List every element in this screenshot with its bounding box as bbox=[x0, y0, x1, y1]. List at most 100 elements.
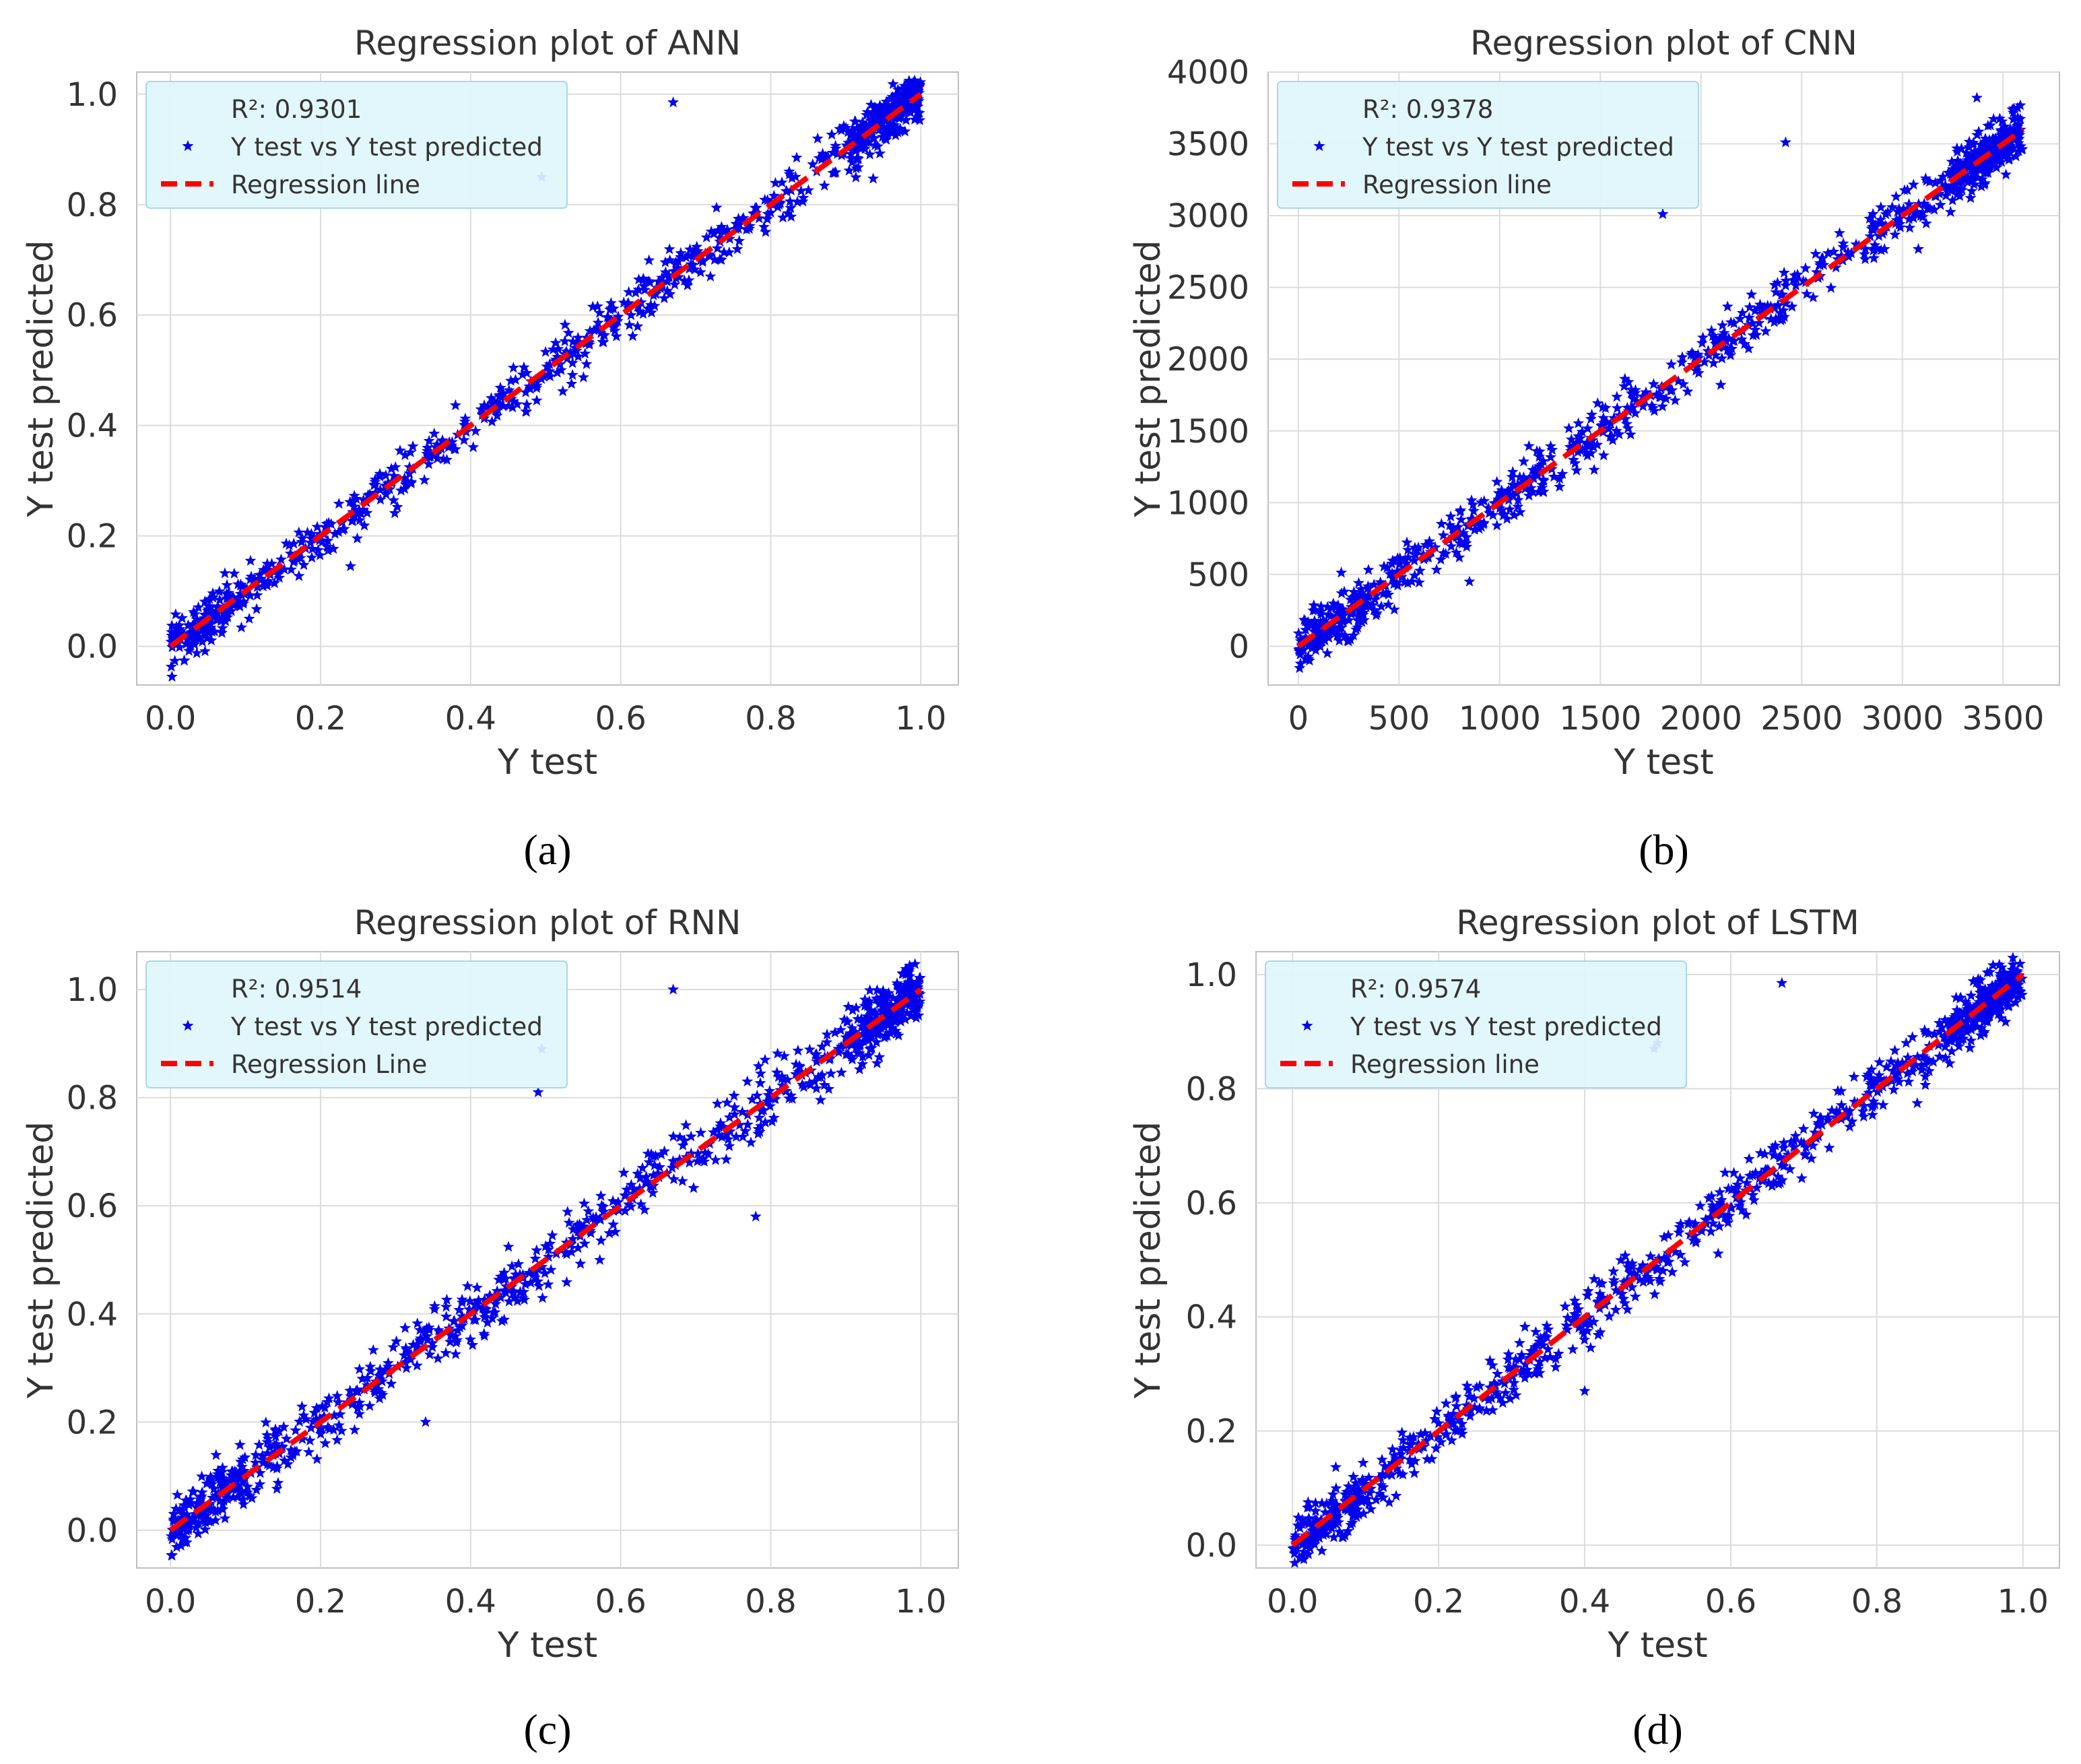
scatter-point bbox=[1882, 206, 1894, 218]
scatter-point bbox=[1358, 597, 1370, 609]
scatter-point bbox=[544, 1237, 556, 1249]
scatter-point bbox=[1588, 463, 1600, 475]
scatter-point bbox=[506, 1260, 518, 1272]
scatter-point bbox=[1482, 502, 1494, 513]
scatter-point bbox=[1974, 981, 1986, 993]
scatter-point bbox=[1568, 1295, 1581, 1306]
scatter-point bbox=[1979, 1026, 1991, 1037]
scatter-point bbox=[1780, 274, 1792, 286]
scatter-point bbox=[1510, 1389, 1522, 1400]
scatter-point bbox=[364, 1365, 376, 1377]
scatter-point bbox=[1463, 1384, 1475, 1396]
scatter-point bbox=[175, 1539, 187, 1551]
scatter-point bbox=[905, 1010, 917, 1021]
scatter-point bbox=[1453, 1414, 1465, 1425]
scatter-point bbox=[1688, 1229, 1700, 1241]
scatter-point bbox=[1295, 633, 1307, 645]
scatter-point bbox=[482, 1316, 494, 1328]
scatter-point bbox=[1625, 383, 1637, 395]
scatter-point bbox=[276, 1440, 288, 1451]
scatter-point bbox=[566, 368, 579, 381]
scatter-point bbox=[849, 1028, 861, 1039]
scatter-point bbox=[1298, 1516, 1311, 1528]
scatter-point bbox=[832, 148, 844, 159]
scatter-point bbox=[388, 469, 400, 481]
scatter-point bbox=[467, 441, 480, 453]
scatter-point bbox=[1615, 1254, 1627, 1266]
scatter-point bbox=[1942, 166, 1954, 178]
scatter-point bbox=[1353, 588, 1365, 600]
scatter-point bbox=[1918, 197, 1930, 209]
legend-star-icon bbox=[182, 1020, 194, 1031]
scatter-point bbox=[718, 246, 730, 257]
scatter-point bbox=[1332, 599, 1344, 610]
scatter-point bbox=[1950, 178, 1962, 190]
scatter-point bbox=[174, 641, 186, 653]
x-tick-label: 0.6 bbox=[595, 700, 646, 738]
scatter-point bbox=[1662, 1229, 1674, 1241]
scatter-point bbox=[517, 368, 529, 380]
scatter-point bbox=[1795, 1172, 1808, 1183]
scatter-point bbox=[391, 500, 403, 513]
scatter-point bbox=[414, 1334, 426, 1346]
scatter-point bbox=[851, 1047, 863, 1058]
scatter-point bbox=[655, 1148, 667, 1160]
scatter-point bbox=[218, 1495, 230, 1506]
scatter-point bbox=[739, 1125, 752, 1136]
scatter-point bbox=[1321, 1497, 1333, 1509]
scatter-point bbox=[1604, 430, 1616, 442]
scatter-point bbox=[869, 118, 882, 129]
scatter-point bbox=[1492, 1388, 1504, 1400]
scatter-point bbox=[759, 1116, 771, 1128]
scatter-point bbox=[758, 1104, 770, 1115]
scatter-point bbox=[1583, 440, 1595, 452]
scatter-point bbox=[1955, 182, 1967, 193]
scatter-point bbox=[361, 1379, 374, 1391]
x-tick-label: 0.6 bbox=[595, 1583, 646, 1621]
scatter-point bbox=[205, 634, 218, 646]
scatter-point bbox=[1429, 541, 1441, 553]
scatter-point bbox=[1337, 616, 1350, 627]
scatter-point bbox=[263, 1460, 275, 1471]
scatter-point bbox=[741, 1075, 754, 1087]
scatter-point bbox=[898, 104, 911, 115]
scatter-point bbox=[376, 1389, 389, 1400]
scatter-point bbox=[733, 1119, 746, 1130]
scatter-point bbox=[437, 436, 449, 447]
scatter-point bbox=[293, 570, 305, 581]
scatter-point bbox=[201, 632, 213, 643]
scatter-point bbox=[232, 578, 244, 589]
scatter-point bbox=[903, 966, 915, 977]
x-tick-label: 1.0 bbox=[895, 1583, 946, 1621]
scatter-point bbox=[422, 1334, 434, 1345]
scatter-point bbox=[642, 275, 655, 286]
scatter-point bbox=[1751, 1181, 1763, 1193]
scatter-point bbox=[411, 1359, 423, 1371]
scatter-point bbox=[187, 1486, 199, 1497]
scatter-point bbox=[1620, 413, 1632, 424]
x-axis-label: Y test bbox=[1613, 742, 1713, 783]
scatter-point bbox=[1960, 1015, 1973, 1026]
scatter-point bbox=[1870, 1076, 1882, 1088]
scatter-point bbox=[352, 1385, 364, 1397]
scatter-point bbox=[908, 78, 920, 90]
scatter-point bbox=[1828, 245, 1840, 257]
scatter-point bbox=[1566, 1343, 1579, 1354]
scatter-point bbox=[444, 1336, 456, 1347]
scatter-point bbox=[619, 1189, 631, 1201]
scatter-point bbox=[846, 135, 859, 146]
scatter-point bbox=[678, 1134, 690, 1146]
scatter-point bbox=[1309, 1505, 1321, 1516]
scatter-point bbox=[1488, 497, 1500, 509]
scatter-point bbox=[1665, 358, 1678, 370]
scatter-point bbox=[296, 535, 308, 547]
y-tick-label: 500 bbox=[1187, 556, 1249, 594]
scatter-point bbox=[911, 100, 923, 112]
scatter-point bbox=[668, 265, 680, 276]
scatter-point bbox=[1624, 1266, 1637, 1278]
scatter-point bbox=[1982, 161, 1994, 172]
scatter-point bbox=[803, 1043, 816, 1055]
scatter-point-outlier bbox=[667, 96, 680, 108]
scatter-point bbox=[622, 298, 634, 309]
scatter-point bbox=[1837, 240, 1849, 253]
